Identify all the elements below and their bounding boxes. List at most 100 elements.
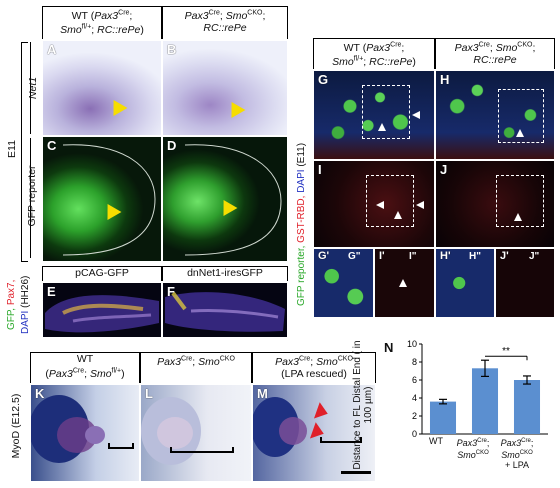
label-gfp: GFP, bbox=[6, 307, 17, 330]
row-bracket-net1 bbox=[30, 42, 39, 134]
y-tick-label: 2 bbox=[412, 411, 417, 421]
chart-xlabels: WT Pax3Cre; SmoCKO Pax3Cre; SmoCKO + LPA bbox=[429, 436, 556, 488]
panel-letter-j-dprime: J" bbox=[529, 251, 540, 262]
label-pax7: Pax7, bbox=[6, 279, 17, 306]
panel-j-prime: J' bbox=[495, 248, 555, 318]
chart-error-bars bbox=[439, 359, 531, 405]
header-dnnet1: dnNet1-iresGFP bbox=[162, 266, 288, 281]
panel-i-prime: I' bbox=[374, 248, 435, 318]
y-tick-label: 8 bbox=[412, 357, 417, 367]
panel-letter-j: J bbox=[440, 162, 448, 177]
panel-letter-l: L bbox=[145, 386, 153, 401]
panel-letter-i-prime: I' bbox=[379, 250, 385, 262]
y-tick-label: 10 bbox=[407, 339, 417, 349]
panel-c: C bbox=[42, 136, 162, 262]
inset-box bbox=[498, 89, 544, 143]
arrowhead-white bbox=[376, 201, 384, 209]
panel-letter-h-dprime: H" bbox=[469, 251, 481, 262]
xlabel-wt: WT bbox=[416, 436, 456, 446]
xlabel-cko: Pax3Cre; SmoCKO bbox=[456, 438, 490, 460]
panel-letter-i-dprime: I" bbox=[409, 251, 417, 262]
ef-side-label: GFP, Pax7, bbox=[6, 230, 17, 330]
panel-letter-g: G bbox=[318, 72, 329, 87]
scale-bracket bbox=[108, 443, 134, 449]
y-tick-label: 4 bbox=[412, 393, 417, 403]
scale-bracket bbox=[170, 447, 234, 453]
scale-bar bbox=[341, 471, 371, 474]
panel-j: J bbox=[435, 160, 555, 248]
section-tissue bbox=[45, 295, 159, 333]
header-cko-l-text: Pax3Cre; SmoCKO bbox=[157, 355, 235, 368]
label-gfp-reporter: GFP reporter, bbox=[296, 245, 307, 306]
header-wt-gj-text: WT (Pax3Cre; Smofl/+; RC::rePe) bbox=[332, 41, 416, 68]
arrowhead-yellow bbox=[106, 99, 128, 121]
panel-letter-g-prime: G' bbox=[318, 250, 330, 262]
panel-letter-f: F bbox=[167, 284, 175, 299]
chart-ylabel-text: Distance to FL Distal End ( in 100 µm) bbox=[352, 340, 374, 470]
inset-box bbox=[362, 85, 410, 139]
arrowhead-yellow bbox=[224, 101, 246, 123]
panel-letter-a: A bbox=[47, 42, 57, 57]
section-tissue bbox=[165, 291, 285, 332]
bar-chart: 0 2 4 6 8 10 ** bbox=[407, 339, 548, 439]
bar bbox=[471, 368, 499, 434]
header-lpa-m-text: Pax3Cre; SmoCKO (LPA rescued) bbox=[275, 355, 353, 380]
y-tick-label: 6 bbox=[412, 375, 417, 385]
bar bbox=[513, 380, 541, 434]
row-label-gfp-reporter: GFP reporter bbox=[26, 165, 38, 227]
xlabel-lpa: Pax3Cre; SmoCKO + LPA bbox=[500, 438, 534, 470]
label-gst-rbd: GST-RBD, bbox=[296, 195, 307, 243]
arrowhead-white bbox=[416, 201, 424, 209]
panel-letter-h: H bbox=[440, 72, 450, 87]
stage-label-e11: E11 bbox=[6, 140, 18, 158]
panel-m: M bbox=[252, 384, 376, 482]
limb-outline bbox=[62, 144, 156, 256]
label-dapi-right: DAPI bbox=[296, 169, 307, 193]
panel-letter-h-prime: H' bbox=[440, 250, 451, 262]
panel-letter-i: I bbox=[318, 162, 322, 177]
panel-l: L bbox=[140, 384, 252, 482]
panel-b: B bbox=[162, 40, 288, 136]
ef-side-label-2: DAPI (HH26) bbox=[20, 234, 31, 334]
panel-letter-b: B bbox=[167, 42, 177, 57]
panel-letter-m: M bbox=[257, 386, 268, 401]
panel-letter-j-prime: J' bbox=[500, 250, 509, 262]
panel-letter-k: K bbox=[35, 386, 45, 401]
xlabel-wt-text: WT bbox=[429, 436, 443, 446]
scale-bracket bbox=[320, 437, 362, 443]
y-tick-label: 0 bbox=[412, 429, 417, 439]
label-hh26: (HH26) bbox=[20, 275, 31, 308]
panel-letter-e: E bbox=[47, 284, 56, 299]
panel-letter-c: C bbox=[47, 138, 57, 153]
significance-stars: ** bbox=[502, 346, 510, 357]
panel-letter-g-dprime: G" bbox=[348, 251, 361, 262]
header-lpa-m: Pax3Cre; SmoCKO (LPA rescued) bbox=[252, 352, 376, 383]
header-cko-ad: Pax3Cre; SmoCKO; RC::rePe bbox=[162, 6, 288, 39]
panel-h-prime: H' bbox=[435, 248, 495, 318]
header-wt-k: WT (Pax3Cre; Smofl/+) bbox=[30, 352, 140, 383]
embryo bbox=[31, 395, 105, 463]
panel-f: F bbox=[162, 282, 288, 338]
row-bracket-gfp bbox=[30, 138, 39, 258]
label-dapi: DAPI bbox=[20, 310, 31, 334]
arrowhead-white bbox=[399, 279, 407, 287]
inset-box bbox=[366, 175, 414, 227]
panel-k: K bbox=[30, 384, 140, 482]
limb-outline bbox=[184, 144, 282, 256]
arrowhead-white bbox=[394, 211, 402, 219]
stage-bracket bbox=[21, 42, 28, 262]
panel-letter-d: D bbox=[167, 138, 177, 153]
arrowhead-white bbox=[514, 213, 522, 221]
label-e11-right: (E11) bbox=[296, 142, 307, 167]
header-wt-k-text: WT (Pax3Cre; Smofl/+) bbox=[45, 353, 125, 380]
header-wt-ad: WT (Pax3Cre; Smofl/+; RC::rePe) bbox=[42, 6, 162, 39]
chart-y-ticks: 0 2 4 6 8 10 bbox=[407, 339, 422, 439]
embryo bbox=[141, 397, 201, 465]
gj-side-label: GFP reporter, GST-RBD, DAPI (E11) bbox=[296, 143, 307, 306]
panel-d: D bbox=[162, 136, 288, 262]
header-cko-gj: Pax3Cre; SmoCKO; RC::rePe bbox=[435, 38, 555, 69]
panel-e: E bbox=[42, 282, 162, 338]
arrowhead-white bbox=[378, 123, 386, 131]
panel-i: I bbox=[313, 160, 435, 248]
header-cko-ad-text: Pax3Cre; SmoCKO; RC::rePe bbox=[184, 9, 266, 34]
